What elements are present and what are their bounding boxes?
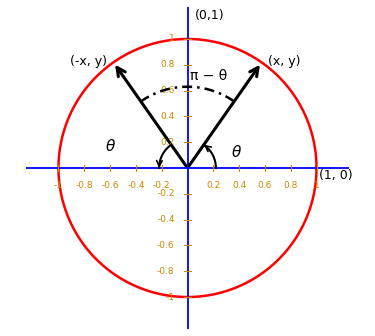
Text: θ: θ [105,138,115,154]
Text: θ: θ [232,145,241,160]
Text: 1: 1 [314,181,320,190]
Text: -0.4: -0.4 [127,181,145,190]
Text: -0.2: -0.2 [157,189,175,198]
Text: -0.6: -0.6 [101,181,119,190]
Text: -0.6: -0.6 [157,241,175,250]
Text: (x, y): (x, y) [268,54,300,68]
Text: 0.6: 0.6 [160,86,175,95]
Text: 0.4: 0.4 [232,181,246,190]
Text: 0.8: 0.8 [284,181,298,190]
Text: -0.8: -0.8 [75,181,93,190]
Text: 0.8: 0.8 [160,60,175,69]
Text: (-x, y): (-x, y) [70,54,107,68]
Text: 1: 1 [169,35,175,43]
Text: π − θ: π − θ [190,70,227,83]
Text: (0,1): (0,1) [195,9,225,22]
Text: 0.6: 0.6 [258,181,272,190]
Text: -0.4: -0.4 [157,215,175,224]
Text: 0.2: 0.2 [160,138,175,147]
Text: (1, 0): (1, 0) [319,169,353,182]
Text: 0.4: 0.4 [160,112,175,121]
Text: -0.8: -0.8 [157,267,175,276]
Text: -0.2: -0.2 [153,181,171,190]
Text: -1: -1 [54,181,63,190]
Text: 0.2: 0.2 [206,181,220,190]
Text: -1: -1 [166,293,175,301]
